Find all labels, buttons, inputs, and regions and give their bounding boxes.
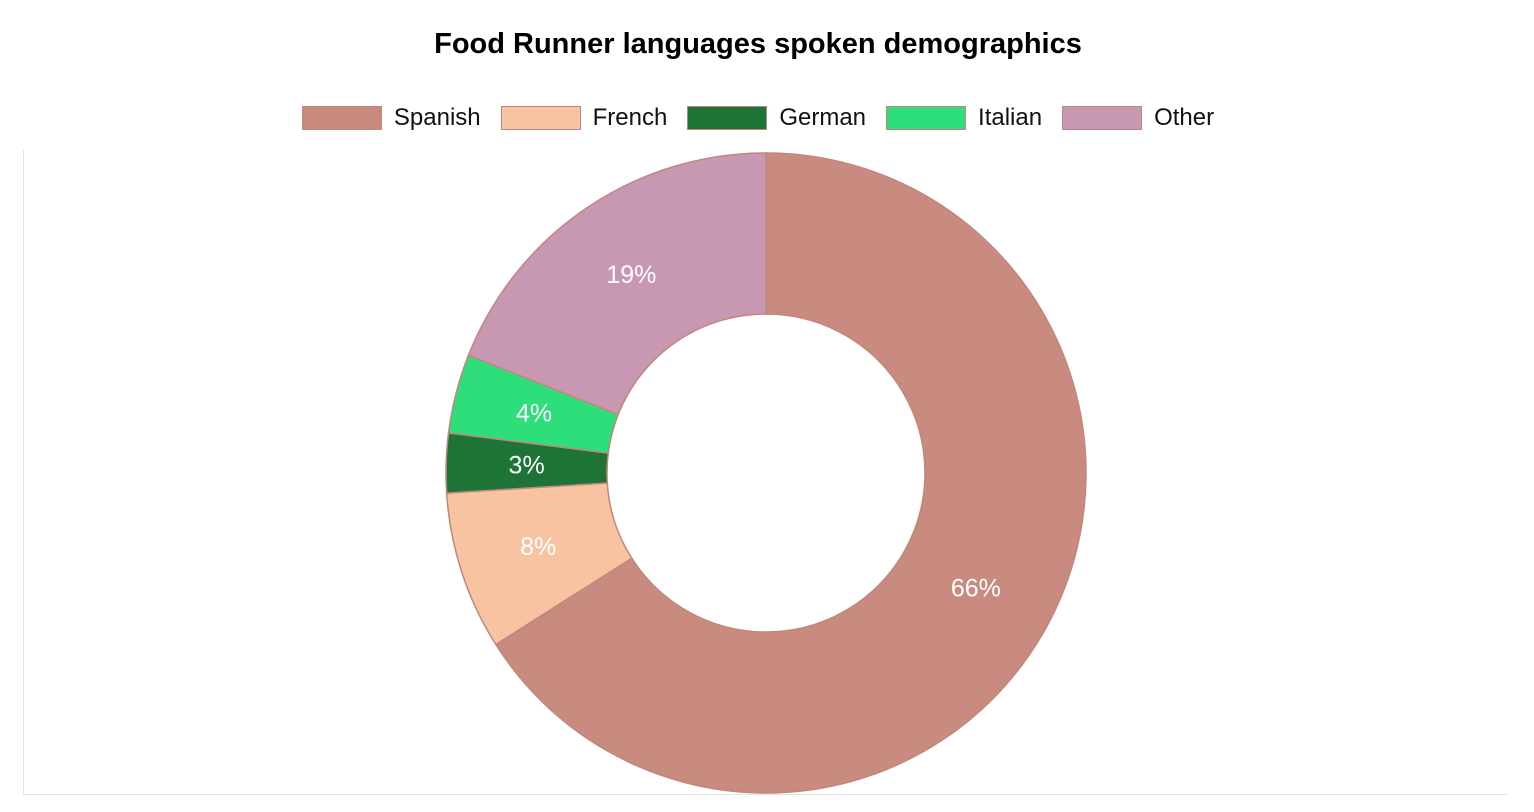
plot-area-frame	[23, 150, 1507, 795]
legend-item-other[interactable]: Other	[1062, 104, 1214, 132]
slice-spanish[interactable]	[494, 152, 1087, 794]
legend-swatch-french	[500, 106, 581, 130]
slice-other[interactable]	[467, 152, 767, 416]
slice-label-german: 3%	[509, 451, 545, 479]
legend-label-other: Other	[1154, 104, 1215, 131]
legend-label-german: German	[779, 104, 867, 131]
legend-item-french[interactable]: French	[500, 104, 668, 132]
legend-swatch-italian	[886, 106, 967, 130]
legend-label-spanish: Spanish	[393, 104, 481, 131]
legend-item-german[interactable]: German	[687, 104, 866, 132]
chart-title: Food Runner languages spoken demographic…	[434, 28, 1082, 60]
slice-label-french: 8%	[520, 533, 556, 561]
legend-item-italian[interactable]: Italian	[886, 104, 1042, 132]
legend-label-italian: Italian	[978, 104, 1043, 131]
slice-label-spanish: 66%	[951, 574, 1001, 602]
slice-label-other: 19%	[606, 261, 656, 289]
legend-swatch-spanish	[301, 106, 382, 130]
legend-swatch-german	[687, 106, 768, 130]
slice-label-italian: 4%	[516, 399, 552, 427]
chart-legend: Spanish French German Italian Other	[0, 104, 1516, 132]
legend-label-french: French	[592, 104, 668, 131]
legend-item-spanish[interactable]: Spanish	[301, 104, 481, 132]
legend-swatch-other	[1062, 106, 1143, 130]
